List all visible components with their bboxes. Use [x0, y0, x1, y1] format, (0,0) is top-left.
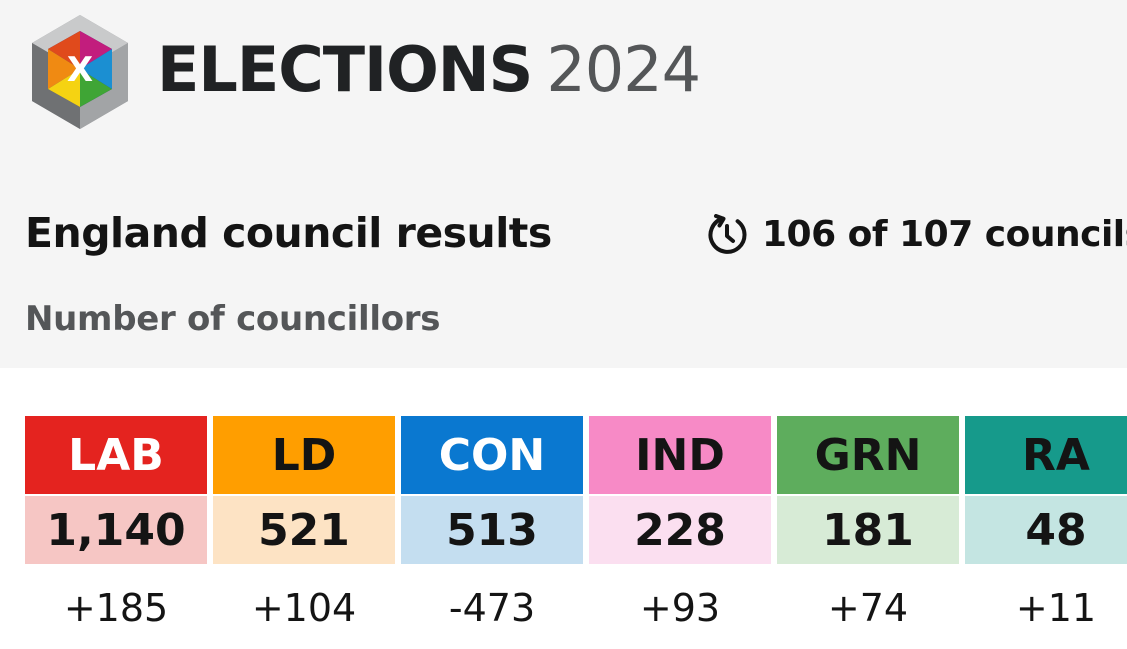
party-card-ind[interactable]: IND 228 +93: [589, 416, 771, 648]
party-label: CON: [401, 416, 583, 496]
brand-word: ELECTIONS: [157, 33, 533, 106]
party-results-row: LAB 1,140 +185 LD 521 +104 CON 513 -473 …: [25, 416, 1127, 648]
party-label: IND: [589, 416, 771, 496]
party-card-ld[interactable]: LD 521 +104: [213, 416, 395, 648]
party-change: +93: [639, 586, 721, 630]
party-label: GRN: [777, 416, 959, 496]
party-change: +104: [251, 586, 357, 630]
party-label: RA: [965, 416, 1127, 496]
chart-subtitle: Number of councillors: [25, 299, 441, 339]
party-seats: 228: [589, 496, 771, 564]
party-change: +74: [827, 586, 909, 630]
party-seats: 513: [401, 496, 583, 564]
party-card-ra[interactable]: RA 48 +11: [965, 416, 1127, 648]
party-label: LAB: [25, 416, 207, 496]
page-brand-title: ELECTIONS 2024: [157, 30, 701, 110]
section-title: England council results: [25, 209, 552, 257]
party-change: -473: [448, 586, 536, 630]
party-card-con[interactable]: CON 513 -473: [401, 416, 583, 648]
logo-letter: X: [67, 50, 93, 90]
party-change: +11: [1015, 586, 1097, 630]
ballot-x-cube-icon: X: [32, 15, 128, 129]
party-change: +185: [63, 586, 169, 630]
results-status: 106 of 107 councils: [706, 210, 1127, 260]
party-label: LD: [213, 416, 395, 496]
results-header-panel: X ELECTIONS 2024 England council results …: [25, 15, 1127, 339]
party-seats: 48: [965, 496, 1127, 564]
party-card-grn[interactable]: GRN 181 +74: [777, 416, 959, 648]
party-seats: 181: [777, 496, 959, 564]
party-seats: 521: [213, 496, 395, 564]
councils-declared-count: 106 of 107 councils: [762, 214, 1127, 255]
brand-year: 2024: [546, 33, 701, 106]
party-card-lab[interactable]: LAB 1,140 +185: [25, 416, 207, 648]
clock-refresh-icon: [708, 214, 747, 254]
party-seats: 1,140: [25, 496, 207, 564]
